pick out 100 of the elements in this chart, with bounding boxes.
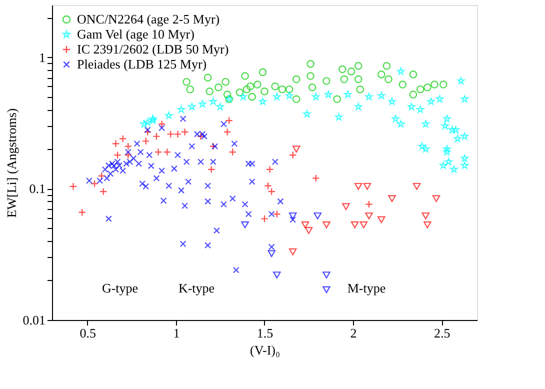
point bbox=[285, 85, 294, 94]
point bbox=[223, 90, 232, 98]
annotation: M-type bbox=[347, 280, 386, 296]
point bbox=[222, 78, 230, 86]
point bbox=[430, 80, 438, 88]
point bbox=[180, 128, 189, 136]
point bbox=[344, 90, 352, 98]
point bbox=[198, 100, 206, 108]
point bbox=[427, 98, 435, 105]
point bbox=[228, 148, 237, 156]
point bbox=[254, 80, 262, 88]
point bbox=[112, 140, 120, 148]
point bbox=[242, 85, 251, 94]
point bbox=[314, 212, 322, 220]
point bbox=[182, 78, 190, 86]
point bbox=[216, 102, 224, 110]
point bbox=[388, 195, 396, 202]
point bbox=[432, 195, 440, 202]
point bbox=[460, 132, 468, 140]
point bbox=[188, 102, 196, 110]
point bbox=[340, 75, 348, 84]
point bbox=[207, 166, 216, 174]
x-tick-label: 1 bbox=[173, 326, 180, 340]
point bbox=[378, 92, 386, 99]
point bbox=[333, 95, 342, 104]
point bbox=[165, 112, 173, 119]
point bbox=[452, 126, 460, 134]
point bbox=[292, 95, 300, 104]
point bbox=[154, 148, 162, 156]
point bbox=[457, 77, 465, 84]
x-tick-label: 1.5 bbox=[256, 326, 274, 340]
point bbox=[140, 120, 148, 128]
point bbox=[292, 75, 300, 84]
point bbox=[149, 116, 157, 124]
point bbox=[354, 182, 362, 190]
point bbox=[158, 120, 166, 128]
point bbox=[306, 60, 314, 68]
point bbox=[365, 200, 373, 208]
point bbox=[271, 82, 280, 90]
point bbox=[409, 70, 418, 78]
point bbox=[266, 166, 274, 174]
point bbox=[392, 114, 400, 122]
point bbox=[246, 82, 254, 90]
point bbox=[241, 72, 249, 80]
point bbox=[214, 83, 222, 92]
x-tick-label: 2 bbox=[350, 326, 357, 340]
y-tick-label: 0.01 bbox=[22, 312, 46, 328]
point bbox=[354, 75, 362, 84]
annotation: K-type bbox=[178, 280, 215, 296]
point bbox=[144, 128, 152, 136]
legend-label: ONC/N2264 (age 2-5 Myr) bbox=[77, 12, 220, 26]
point bbox=[347, 68, 356, 76]
point bbox=[312, 92, 320, 100]
point bbox=[322, 221, 330, 228]
point bbox=[90, 180, 98, 188]
point bbox=[342, 203, 350, 210]
point bbox=[292, 146, 300, 153]
point bbox=[408, 102, 416, 110]
point bbox=[363, 182, 372, 190]
point bbox=[174, 130, 182, 138]
point bbox=[78, 208, 86, 216]
point bbox=[440, 162, 448, 169]
point bbox=[223, 128, 232, 136]
point bbox=[338, 65, 346, 74]
point bbox=[322, 272, 330, 278]
point bbox=[422, 120, 430, 128]
point bbox=[306, 72, 314, 80]
point bbox=[236, 88, 244, 96]
point bbox=[288, 151, 297, 160]
x-axis-title: (V-I)₀ bbox=[250, 342, 280, 358]
point bbox=[152, 132, 160, 140]
point bbox=[312, 174, 320, 182]
point bbox=[448, 126, 456, 134]
point bbox=[272, 210, 281, 218]
point bbox=[260, 87, 268, 96]
point bbox=[124, 151, 132, 160]
point bbox=[460, 162, 468, 169]
point bbox=[388, 98, 396, 105]
point bbox=[225, 116, 233, 124]
point bbox=[241, 221, 249, 228]
point bbox=[422, 212, 430, 220]
point bbox=[377, 216, 386, 224]
point bbox=[304, 227, 313, 234]
point bbox=[248, 92, 256, 101]
point bbox=[258, 68, 267, 76]
point bbox=[416, 106, 424, 113]
point bbox=[418, 142, 426, 150]
y-tick-label: 0.1 bbox=[29, 181, 46, 196]
point bbox=[335, 113, 343, 120]
x-tick-label: 2.5 bbox=[434, 326, 450, 340]
point bbox=[443, 114, 451, 122]
point bbox=[424, 221, 432, 228]
point bbox=[118, 134, 127, 143]
point bbox=[196, 132, 205, 140]
legend-label: Gam Vel (age 10 Myr) bbox=[77, 26, 194, 42]
point bbox=[186, 85, 194, 94]
point bbox=[441, 122, 449, 130]
point bbox=[354, 62, 362, 70]
point bbox=[260, 214, 268, 223]
point bbox=[409, 90, 418, 98]
